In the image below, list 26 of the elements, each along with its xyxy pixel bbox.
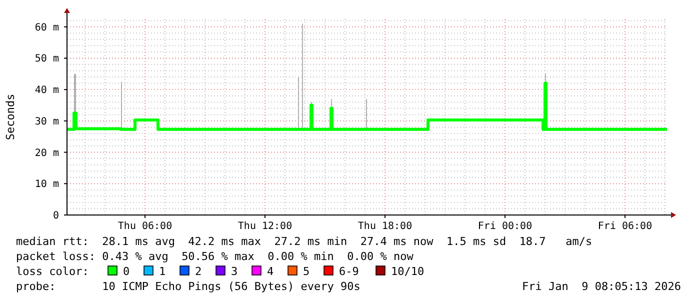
y-tick-label: 30 m	[34, 116, 59, 128]
y-tick-label: 0	[52, 210, 59, 222]
x-tick-label: Fri 06:00	[598, 221, 652, 232]
legend-label: 1	[159, 265, 166, 278]
text: packet loss: 0.43 % avg 50.56 % max 0.00 % min 0.00 % now	[16, 250, 414, 263]
y-tick-label: 20 m	[34, 148, 59, 159]
y-tick-label: 50 m	[34, 54, 59, 65]
legend-label: 5	[303, 265, 310, 278]
x-tick-label: Fri 00:00	[478, 221, 532, 232]
text: probe: 10 ICMP Echo Pings (56 Bytes) every 90s	[16, 280, 360, 293]
legend-label: 6-9	[339, 265, 359, 278]
x-tick-label: Thu 18:00	[358, 221, 412, 232]
y-tick-label: 40 m	[34, 85, 59, 96]
x-tick-label: Thu 12:00	[238, 221, 292, 232]
y-tick-label: 10 m	[34, 179, 59, 190]
text: median rtt: 28.1 ms avg 42.2 ms max 27.2 ms min 27.4 ms now 1.5 ms sd 18.7 am/s	[16, 235, 592, 248]
legend-label: 0	[123, 265, 130, 278]
legend-label: 10/10	[391, 265, 424, 278]
legend-label: 2	[195, 265, 202, 278]
legend-label: 3	[231, 265, 238, 278]
legend-title: loss color:	[16, 265, 89, 278]
y-axis-title: Seconds	[4, 94, 17, 140]
text: Fri Jan 9 08:05:13 2026	[522, 280, 681, 293]
legend-label: 4	[267, 265, 274, 278]
x-tick-label: Thu 06:00	[118, 221, 172, 232]
y-tick-label: 60 m	[34, 22, 59, 34]
